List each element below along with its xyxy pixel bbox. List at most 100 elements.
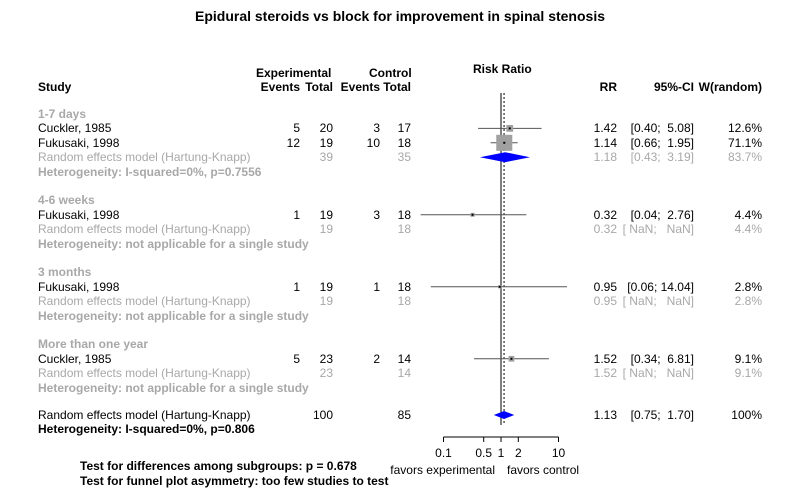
overall-label: Random effects model (Hartung-Knapp): [38, 408, 251, 422]
subgroup-3-study-1-rr: 0.95: [593, 279, 617, 294]
overall-ctl-total: 85: [397, 408, 411, 422]
subgroup-1-study-2-name: Fukusaki, 1998: [38, 135, 120, 150]
subgroup-3-study-1-ctl-total: 18: [397, 279, 411, 294]
subgroup-1-pooled-weight: 83.7%: [727, 150, 762, 165]
subgroup-2-label: 4-6 weeks: [38, 193, 95, 208]
overall-rr: 1.13: [593, 408, 617, 422]
weight-header: W(random): [698, 80, 762, 94]
x-tick-label-4: 2: [515, 446, 522, 460]
subgroup-1-study-1-ci: [0.40; 5.08]: [630, 121, 694, 136]
overall-diamond: [493, 411, 515, 419]
subgroup-4-pooled-exp-total: 23: [319, 366, 333, 381]
subgroup-2-study-1-rr: 0.32: [593, 207, 617, 222]
subgroup-4-pooled-ctl-total: 14: [397, 366, 411, 381]
subgroup-2-study-1-ctl-events: 3: [373, 207, 380, 222]
subgroup-1-pooled-rr: 1.18: [593, 150, 617, 165]
subgroup-2-pooled-rr: 0.32: [593, 222, 617, 237]
funnel-test-text: Test for funnel plot asymmetry: too few …: [80, 474, 389, 488]
ctl-events-header: Events: [340, 80, 380, 94]
subgroup-2-pooled-ctl-total: 18: [397, 222, 411, 237]
subgroup-1-pooled-ctl-total: 35: [397, 150, 411, 165]
subgroup-3-pooled-ctl-total: 18: [397, 294, 411, 309]
study-column-header: Study: [38, 80, 72, 94]
subgroup-2-heterogeneity: Heterogeneity: not applicable for a sing…: [38, 236, 309, 251]
chart-title: Epidural steroids vs block for improveme…: [195, 8, 605, 24]
subgroup-3-study-1-exp-total: 19: [319, 279, 333, 294]
x-tick-label-3: 1: [498, 446, 505, 460]
subgroup-2-study-1-weight: 4.4%: [734, 207, 762, 222]
subgroup-2-pooled-label: Random effects model (Hartung-Knapp): [38, 222, 251, 237]
exp-total-header: Total: [305, 80, 333, 94]
subgroup-2-study-1-exp-events: 1: [293, 207, 300, 222]
subgroup-1-study-2-ctl-events: 10: [366, 135, 380, 150]
subgroup-1-study-1-exp-events: 5: [293, 121, 300, 136]
subgroup-4-study-1-weight: 9.1%: [734, 351, 762, 366]
subgroup-1-study-2-rr: 1.14: [593, 135, 617, 150]
x-tick-label-5: 10: [552, 446, 566, 460]
subgroup-1-pooled-ci: [0.43; 3.19]: [630, 150, 694, 165]
subgroup-1-study-1-ctl-events: 3: [373, 121, 380, 136]
subgroup-3-heterogeneity: Heterogeneity: not applicable for a sing…: [38, 308, 309, 323]
subgroup-1-label: 1-7 days: [38, 107, 87, 121]
subgroup-test-text: Test for differences among subgroups: p …: [80, 459, 357, 473]
ci-header: 95%-CI: [653, 80, 694, 94]
subgroup-3-pooled-label: Random effects model (Hartung-Knapp): [38, 294, 251, 309]
overall-exp-total: 100: [312, 408, 333, 422]
subgroup-2-study-1-exp-total: 19: [319, 207, 333, 222]
subgroup-1-study-1-exp-total: 20: [319, 121, 333, 136]
subgroup-1-heterogeneity: Heterogeneity: I-squared=0%, p=0.7556: [38, 164, 262, 179]
subgroup-3-pooled-weight: 2.8%: [734, 294, 762, 309]
subgroup-1-study-2-point: [503, 141, 506, 144]
subgroup-4-study-1-name: Cuckler, 1985: [38, 351, 112, 366]
subgroup-2-pooled-weight: 4.4%: [734, 222, 762, 237]
subgroup-4-study-1-ci: [0.34; 6.81]: [630, 351, 694, 366]
subgroup-1-study-2-ctl-total: 18: [397, 135, 411, 150]
rr-header: RR: [599, 80, 617, 94]
subgroup-2-study-1-ctl-total: 18: [397, 207, 411, 222]
subgroup-1-pooled-label: Random effects model (Hartung-Knapp): [38, 150, 251, 165]
subgroup-1-study-2-weight: 71.1%: [727, 135, 762, 150]
subgroup-3-study-1-point: [498, 285, 501, 288]
x-tick-label-2: 0.5: [475, 446, 492, 460]
subgroup-3-label: 3 months: [38, 265, 92, 280]
ctl-total-header: Total: [383, 80, 411, 94]
subgroup-1-pooled-exp-total: 39: [319, 150, 333, 165]
subgroup-3-study-1-name: Fukusaki, 1998: [38, 279, 120, 294]
subgroup-4-pooled-ci: [ NaN; NaN]: [622, 366, 694, 381]
plot-title: Risk Ratio: [473, 62, 532, 76]
subgroup-1-study-1-ctl-total: 17: [397, 121, 411, 136]
subgroup-3-pooled-ci: [ NaN; NaN]: [622, 294, 694, 309]
subgroup-2-study-1-ci: [0.04; 2.76]: [630, 207, 694, 222]
experimental-group-header: Experimental: [256, 66, 332, 80]
control-group-header: Control: [369, 66, 412, 80]
subgroup-4-pooled-weight: 9.1%: [734, 366, 762, 381]
subgroup-4-pooled-label: Random effects model (Hartung-Knapp): [38, 366, 251, 381]
subgroup-4-study-1-rr: 1.52: [593, 351, 617, 366]
overall-weight: 100%: [731, 408, 762, 422]
subgroup-1-study-1-weight: 12.6%: [727, 121, 762, 136]
subgroup-1-study-2-exp-events: 12: [286, 135, 300, 150]
subgroup-3-pooled-rr: 0.95: [593, 294, 617, 309]
subgroup-4-label: More than one year: [38, 337, 149, 352]
subgroup-1-pooled-diamond: [479, 152, 530, 163]
subgroup-4-study-1-exp-total: 23: [319, 351, 333, 366]
subgroup-1-study-2-ci: [0.66; 1.95]: [630, 135, 694, 150]
subgroup-2-pooled-exp-total: 19: [319, 222, 333, 237]
favors-experimental-label: favors experimental: [390, 463, 495, 477]
subgroup-3-study-1-ctl-events: 1: [373, 279, 380, 294]
subgroup-3-study-1-ci: [0.06; 14.04]: [627, 279, 694, 294]
subgroup-3-study-1-exp-events: 1: [293, 279, 300, 294]
subgroup-3-study-1-weight: 2.8%: [734, 279, 762, 294]
subgroup-2-pooled-ci: [ NaN; NaN]: [622, 222, 694, 237]
subgroup-4-pooled-rr: 1.52: [593, 366, 617, 381]
subgroup-4-study-1-exp-events: 5: [293, 351, 300, 366]
subgroup-3-pooled-exp-total: 19: [319, 294, 333, 309]
subgroup-1-study-2-exp-total: 19: [319, 135, 333, 150]
subgroup-1-study-1-point: [508, 127, 511, 130]
subgroup-4-study-1-ctl-events: 2: [373, 351, 380, 366]
subgroup-1-study-1-rr: 1.42: [593, 121, 617, 136]
subgroup-2-study-1-point: [471, 213, 474, 216]
subgroup-4-study-1-ctl-total: 14: [397, 351, 411, 366]
subgroup-1-study-1-name: Cuckler, 1985: [38, 121, 112, 136]
